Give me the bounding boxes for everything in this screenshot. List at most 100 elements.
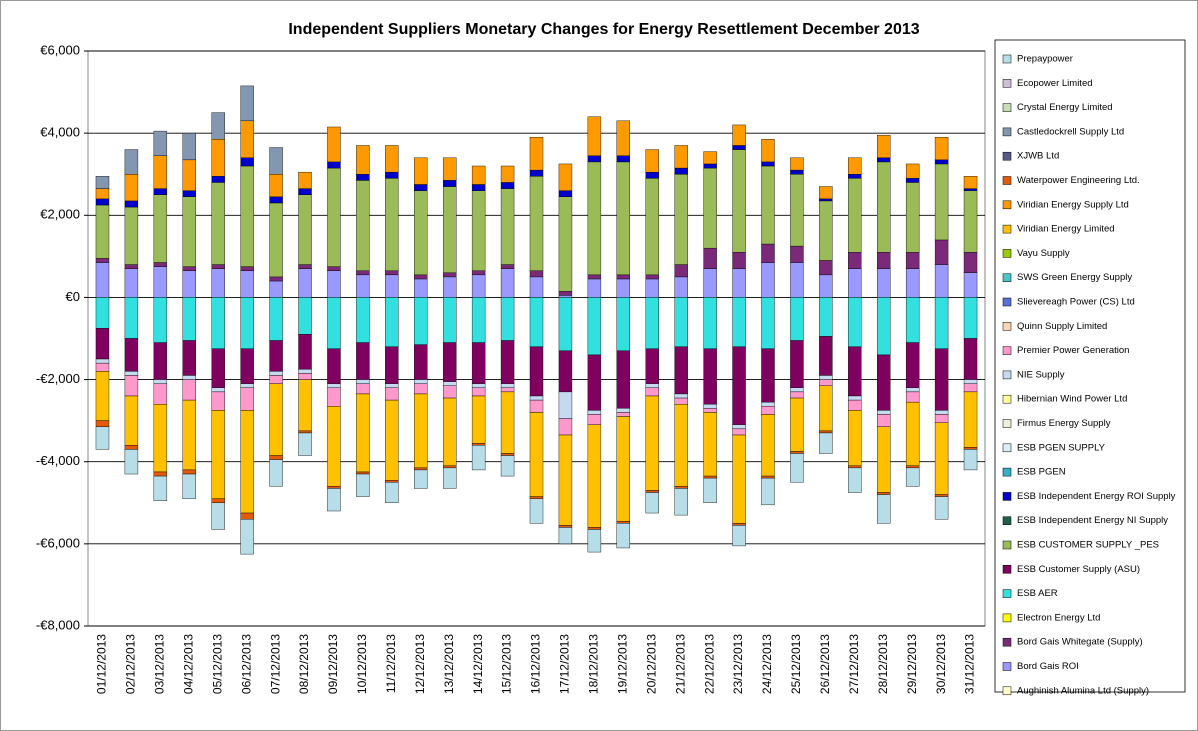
bar-segment <box>616 274 631 280</box>
bar-segment <box>327 167 341 267</box>
bar-segment <box>124 445 139 450</box>
y-tick-label: €0 <box>66 289 80 304</box>
legend-swatch <box>1002 492 1012 501</box>
bar-segment <box>934 496 949 520</box>
bar-segment <box>558 350 573 393</box>
bar-segment <box>616 521 631 524</box>
bar-segment <box>124 371 139 376</box>
bar-segment <box>240 410 254 514</box>
bar-segment <box>848 410 862 467</box>
bar-segment <box>529 297 544 347</box>
bar-segment <box>790 169 804 175</box>
bar-segment <box>934 239 949 265</box>
bar-segment <box>500 340 515 384</box>
bar-segment <box>269 202 283 278</box>
bar-segment <box>95 204 110 259</box>
bar-segment <box>298 369 312 374</box>
bar-segment <box>356 471 370 475</box>
bar-segment <box>414 184 428 191</box>
bar-segment <box>442 397 457 467</box>
bar-segment <box>385 171 399 179</box>
bar-segment <box>761 414 775 477</box>
bar-segment <box>529 276 544 298</box>
bar-segment <box>703 477 717 503</box>
bar-segment <box>587 161 602 276</box>
bar-segment <box>616 120 631 156</box>
legend-label: ESB PGEN SUPPLY <box>1017 442 1106 453</box>
legend-label: Bord Gais ROI <box>1017 661 1079 672</box>
bar-segment <box>211 264 225 269</box>
bar-segment <box>877 252 891 269</box>
bar-segment <box>963 188 978 191</box>
bar-segment <box>848 252 862 269</box>
bar-segment <box>385 482 399 503</box>
bar-segment <box>211 112 225 140</box>
bar-segment <box>819 379 833 386</box>
bar-segment <box>211 391 225 411</box>
bar-segment <box>848 178 862 253</box>
bar-segment <box>877 414 891 428</box>
bar-segment <box>500 182 515 189</box>
legend-label: Crystal Energy Limited <box>1017 102 1113 113</box>
bar-segment <box>587 527 602 530</box>
bar-segment <box>848 297 862 347</box>
x-tick-label: 15/12/2013 <box>500 634 514 694</box>
bar-segment <box>471 443 486 446</box>
bar-segment <box>645 348 659 384</box>
bar-segment <box>95 362 110 372</box>
bar-segment <box>963 272 978 298</box>
bar-segment <box>95 426 110 450</box>
bar-segment <box>529 395 544 401</box>
legend-label: Viridian Energy Limited <box>1017 224 1115 235</box>
bar-segment <box>153 188 168 195</box>
bar-segment <box>674 488 688 516</box>
bar-segment <box>674 276 688 298</box>
legend-swatch <box>1002 419 1012 428</box>
bar-segment <box>674 145 688 169</box>
legend-swatch <box>1002 394 1012 404</box>
bar-segment <box>905 268 920 298</box>
bar-segment <box>616 408 631 413</box>
legend-label: ESB Customer Supply (ASU) <box>1017 564 1140 575</box>
bar-segment <box>500 165 515 183</box>
legend-swatch <box>1002 346 1012 355</box>
bar-segment <box>905 342 920 388</box>
bar-segment <box>587 424 602 528</box>
bar-segment <box>356 174 370 181</box>
bar-segment <box>385 270 399 276</box>
bar-segment <box>240 85 254 122</box>
legend-swatch <box>1002 273 1012 282</box>
legend-label: XJWB Ltd <box>1017 151 1059 162</box>
bar-segment <box>558 527 573 545</box>
legend-label: Waterpower Engineering Ltd. <box>1017 175 1140 186</box>
bar-segment <box>240 297 254 349</box>
bar-segment <box>327 348 341 384</box>
x-tick-label: 06/12/2013 <box>239 634 253 694</box>
bar-segment <box>905 401 920 467</box>
bar-segment <box>182 270 196 298</box>
bar-segment <box>182 473 196 499</box>
bar-segment <box>645 171 659 179</box>
legend-box <box>994 39 1186 693</box>
bar-segment <box>298 297 312 335</box>
bar-segment <box>934 264 949 298</box>
x-tick-label: 03/12/2013 <box>153 634 167 694</box>
bar-segment <box>442 272 457 278</box>
bar-segment <box>298 373 312 380</box>
y-tick-label: €4,000 <box>40 125 80 140</box>
bar-segment <box>877 161 891 253</box>
legend-label: SWS Green Energy Supply <box>1017 272 1132 283</box>
bar-segment <box>558 297 573 352</box>
bar-segment <box>703 475 717 479</box>
bar-segment <box>414 393 428 469</box>
bar-segment <box>442 385 457 399</box>
bar-segment <box>587 414 602 425</box>
legend-swatch <box>1002 565 1012 574</box>
bar-segment <box>153 130 168 156</box>
bar-segment <box>934 137 949 161</box>
bar-segment <box>124 149 139 175</box>
bar-segment <box>761 477 775 506</box>
bar-segment <box>298 334 312 370</box>
x-tick-label: 07/12/2013 <box>268 634 282 694</box>
bar-segment <box>934 410 949 415</box>
